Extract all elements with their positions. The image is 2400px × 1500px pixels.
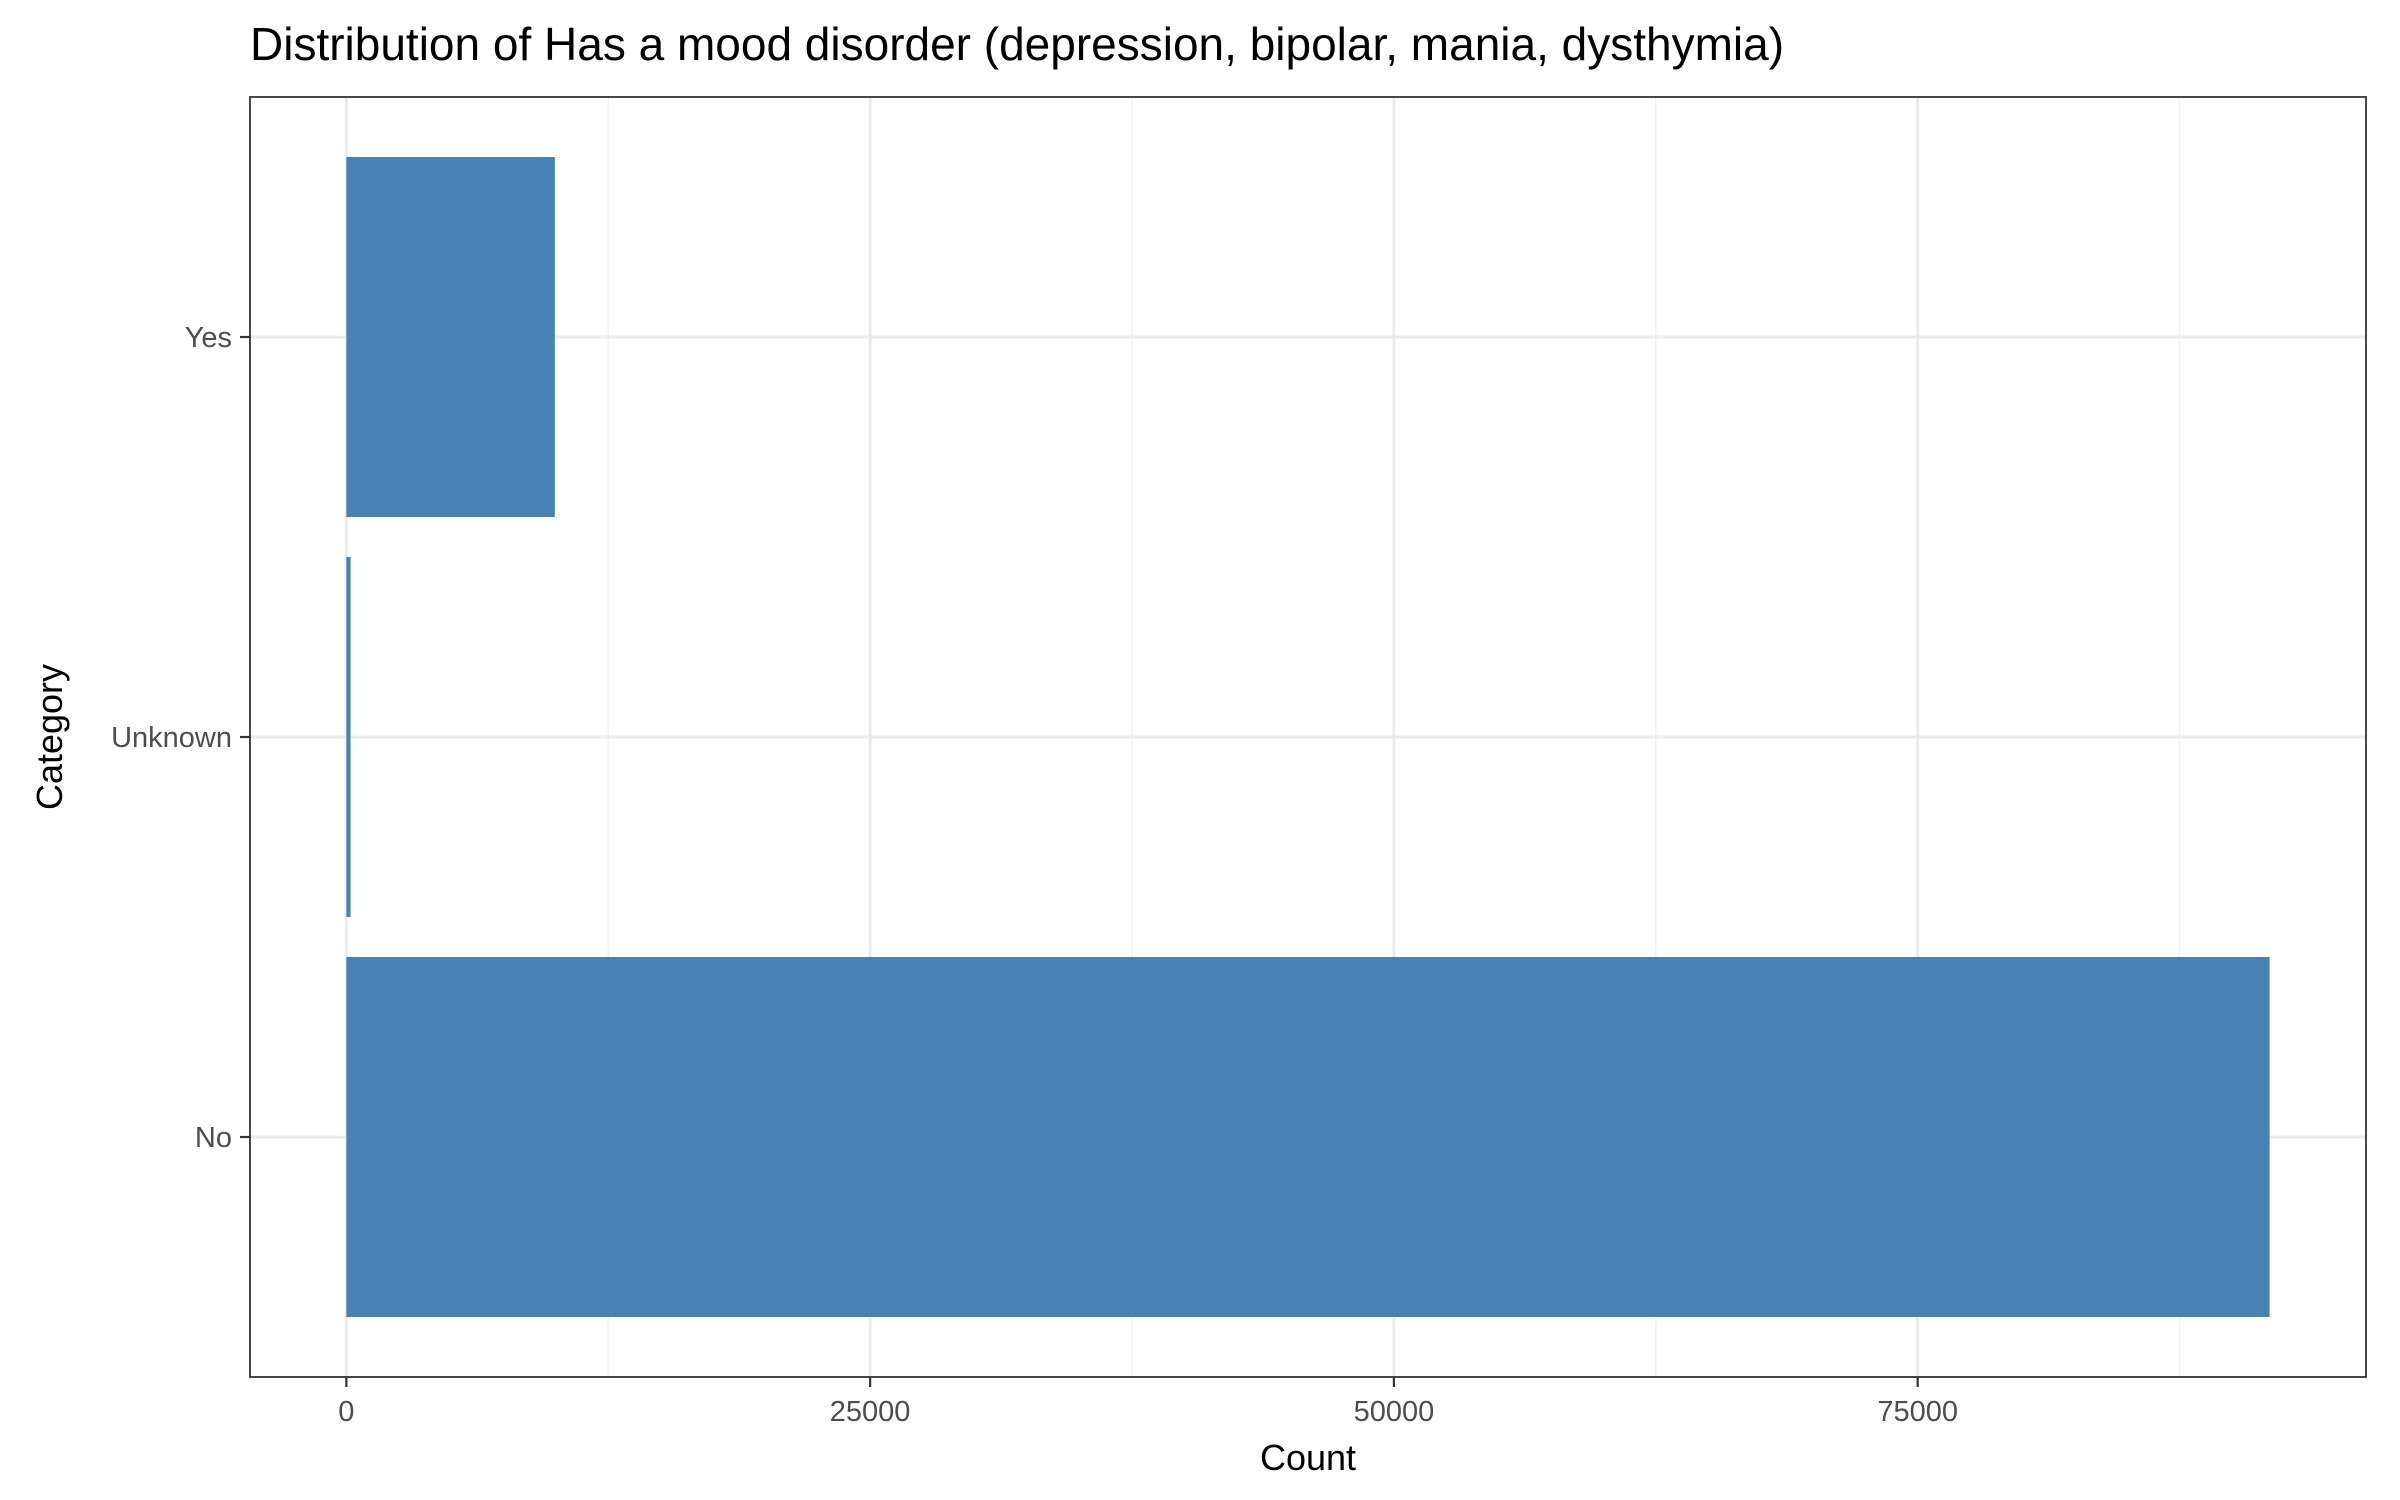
bar-unknown bbox=[346, 557, 351, 917]
y-tick-label: Unknown bbox=[111, 722, 232, 754]
bar-no bbox=[346, 957, 2270, 1317]
x-axis-title: Count bbox=[1260, 1437, 1356, 1478]
x-tick-label: 75000 bbox=[1877, 1396, 1958, 1428]
bars bbox=[346, 157, 2270, 1317]
x-tick-label: 50000 bbox=[1354, 1396, 1435, 1428]
x-tick-label: 0 bbox=[338, 1396, 354, 1428]
x-tick-label: 25000 bbox=[830, 1396, 911, 1428]
chart-title: Distribution of Has a mood disorder (dep… bbox=[250, 18, 1784, 70]
y-tick-label: Yes bbox=[185, 322, 232, 354]
bar-yes bbox=[346, 157, 555, 517]
y-tick-label: No bbox=[195, 1122, 232, 1154]
axis-ticks: 0 25000 50000 75000 No Unknown Yes bbox=[111, 322, 1958, 1428]
y-axis-title: Category bbox=[29, 664, 70, 810]
